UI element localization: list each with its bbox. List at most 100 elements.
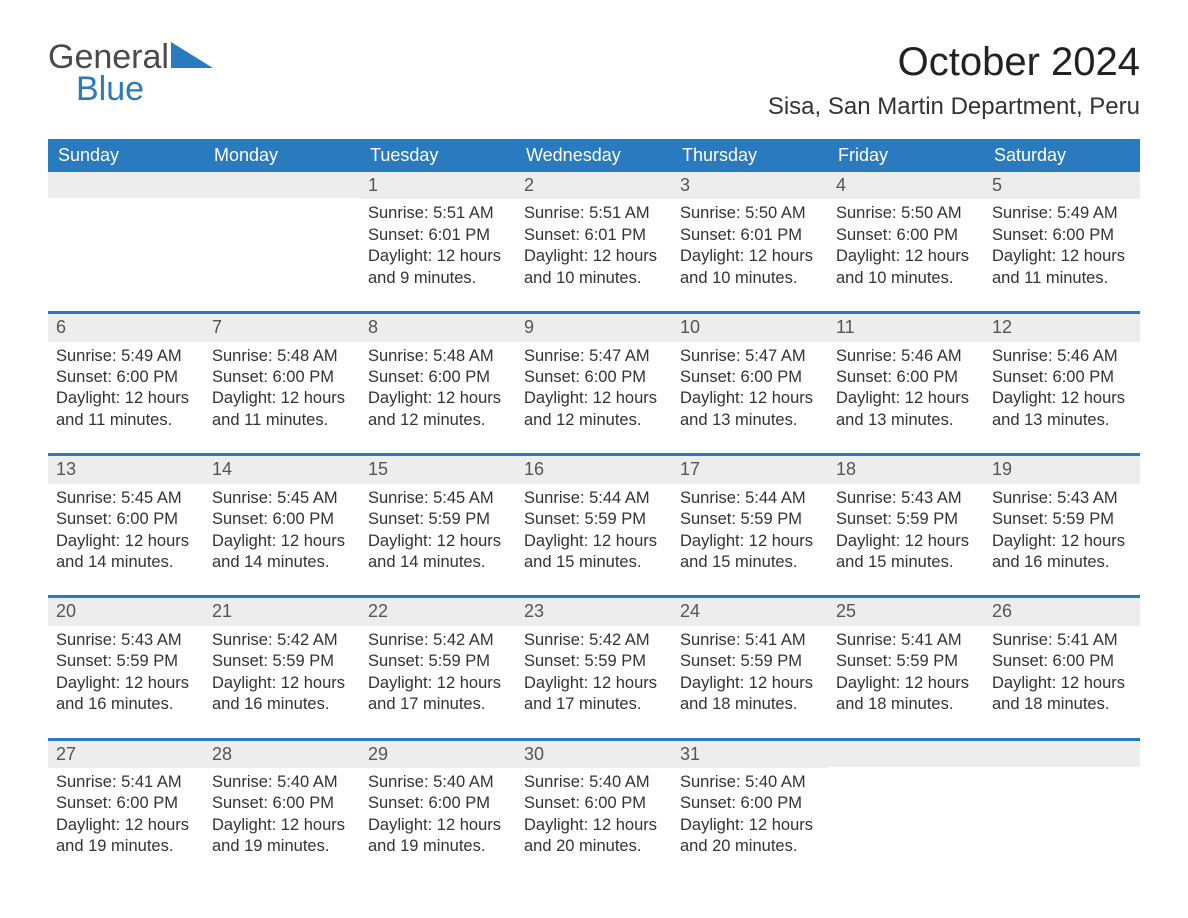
day-details: Sunrise: 5:49 AMSunset: 6:00 PMDaylight:… [984, 199, 1140, 297]
weekday-header: Friday [828, 139, 984, 172]
day-details: Sunrise: 5:47 AMSunset: 6:00 PMDaylight:… [516, 342, 672, 440]
logo-text-blue: Blue [76, 72, 213, 106]
daylight-text: Daylight: 12 hours and 19 minutes. [212, 815, 352, 858]
day-number: 9 [516, 314, 672, 341]
calendar-day-cell: 24Sunrise: 5:41 AMSunset: 5:59 PMDayligh… [672, 598, 828, 723]
day-number: 26 [984, 598, 1140, 625]
sunset-text: Sunset: 6:00 PM [524, 367, 664, 388]
sunrise-text: Sunrise: 5:40 AM [680, 772, 820, 793]
daylight-text: Daylight: 12 hours and 18 minutes. [992, 673, 1132, 716]
sunrise-text: Sunrise: 5:49 AM [56, 346, 196, 367]
day-details: Sunrise: 5:49 AMSunset: 6:00 PMDaylight:… [48, 342, 204, 440]
daylight-text: Daylight: 12 hours and 10 minutes. [836, 246, 976, 289]
sunrise-text: Sunrise: 5:45 AM [212, 488, 352, 509]
sunset-text: Sunset: 5:59 PM [368, 651, 508, 672]
calendar-day-cell: 28Sunrise: 5:40 AMSunset: 6:00 PMDayligh… [204, 741, 360, 866]
sunset-text: Sunset: 6:00 PM [992, 651, 1132, 672]
sunset-text: Sunset: 5:59 PM [836, 651, 976, 672]
weekday-header: Thursday [672, 139, 828, 172]
sunrise-text: Sunrise: 5:45 AM [368, 488, 508, 509]
daylight-text: Daylight: 12 hours and 14 minutes. [212, 531, 352, 574]
day-number: 24 [672, 598, 828, 625]
day-number: 22 [360, 598, 516, 625]
day-details: Sunrise: 5:44 AMSunset: 5:59 PMDaylight:… [516, 484, 672, 582]
calendar-day-cell: 11Sunrise: 5:46 AMSunset: 6:00 PMDayligh… [828, 314, 984, 439]
sunset-text: Sunset: 6:00 PM [992, 225, 1132, 246]
sunset-text: Sunset: 6:00 PM [212, 509, 352, 530]
calendar-day-cell: 26Sunrise: 5:41 AMSunset: 6:00 PMDayligh… [984, 598, 1140, 723]
daylight-text: Daylight: 12 hours and 19 minutes. [368, 815, 508, 858]
sunset-text: Sunset: 6:00 PM [368, 793, 508, 814]
day-number: 30 [516, 741, 672, 768]
calendar-day-cell: 7Sunrise: 5:48 AMSunset: 6:00 PMDaylight… [204, 314, 360, 439]
daylight-text: Daylight: 12 hours and 18 minutes. [680, 673, 820, 716]
day-details: Sunrise: 5:43 AMSunset: 5:59 PMDaylight:… [828, 484, 984, 582]
sunrise-text: Sunrise: 5:47 AM [680, 346, 820, 367]
location-subtitle: Sisa, San Martin Department, Peru [768, 93, 1140, 121]
sunrise-text: Sunrise: 5:48 AM [368, 346, 508, 367]
sunset-text: Sunset: 6:00 PM [56, 367, 196, 388]
sunset-text: Sunset: 6:00 PM [212, 367, 352, 388]
sunrise-text: Sunrise: 5:47 AM [524, 346, 664, 367]
sunset-text: Sunset: 5:59 PM [368, 509, 508, 530]
calendar-day-cell: 27Sunrise: 5:41 AMSunset: 6:00 PMDayligh… [48, 741, 204, 866]
calendar-day-cell [984, 741, 1140, 866]
weekday-header: Saturday [984, 139, 1140, 172]
daylight-text: Daylight: 12 hours and 17 minutes. [524, 673, 664, 716]
calendar-day-cell: 17Sunrise: 5:44 AMSunset: 5:59 PMDayligh… [672, 456, 828, 581]
day-details [984, 767, 1140, 857]
calendar-day-cell: 6Sunrise: 5:49 AMSunset: 6:00 PMDaylight… [48, 314, 204, 439]
calendar-week-row: 27Sunrise: 5:41 AMSunset: 6:00 PMDayligh… [48, 738, 1140, 866]
daylight-text: Daylight: 12 hours and 16 minutes. [992, 531, 1132, 574]
daylight-text: Daylight: 12 hours and 15 minutes. [680, 531, 820, 574]
day-details: Sunrise: 5:50 AMSunset: 6:01 PMDaylight:… [672, 199, 828, 297]
day-details: Sunrise: 5:41 AMSunset: 5:59 PMDaylight:… [672, 626, 828, 724]
day-number [984, 741, 1140, 767]
sunrise-text: Sunrise: 5:42 AM [524, 630, 664, 651]
daylight-text: Daylight: 12 hours and 13 minutes. [680, 388, 820, 431]
sunset-text: Sunset: 6:01 PM [680, 225, 820, 246]
day-number: 14 [204, 456, 360, 483]
day-number: 4 [828, 172, 984, 199]
day-details: Sunrise: 5:45 AMSunset: 6:00 PMDaylight:… [204, 484, 360, 582]
day-number: 6 [48, 314, 204, 341]
sunrise-text: Sunrise: 5:41 AM [680, 630, 820, 651]
sunset-text: Sunset: 6:00 PM [836, 225, 976, 246]
day-details: Sunrise: 5:43 AMSunset: 5:59 PMDaylight:… [984, 484, 1140, 582]
sunrise-text: Sunrise: 5:49 AM [992, 203, 1132, 224]
daylight-text: Daylight: 12 hours and 13 minutes. [992, 388, 1132, 431]
calendar-day-cell: 20Sunrise: 5:43 AMSunset: 5:59 PMDayligh… [48, 598, 204, 723]
day-details: Sunrise: 5:41 AMSunset: 6:00 PMDaylight:… [984, 626, 1140, 724]
calendar-day-cell: 9Sunrise: 5:47 AMSunset: 6:00 PMDaylight… [516, 314, 672, 439]
calendar-day-cell: 25Sunrise: 5:41 AMSunset: 5:59 PMDayligh… [828, 598, 984, 723]
sunrise-text: Sunrise: 5:40 AM [368, 772, 508, 793]
weekday-header: Wednesday [516, 139, 672, 172]
day-number: 7 [204, 314, 360, 341]
day-details: Sunrise: 5:46 AMSunset: 6:00 PMDaylight:… [828, 342, 984, 440]
calendar-day-cell: 10Sunrise: 5:47 AMSunset: 6:00 PMDayligh… [672, 314, 828, 439]
calendar: Sunday Monday Tuesday Wednesday Thursday… [48, 139, 1140, 866]
sunset-text: Sunset: 5:59 PM [992, 509, 1132, 530]
day-details: Sunrise: 5:40 AMSunset: 6:00 PMDaylight:… [672, 768, 828, 866]
day-number: 16 [516, 456, 672, 483]
calendar-day-cell: 18Sunrise: 5:43 AMSunset: 5:59 PMDayligh… [828, 456, 984, 581]
day-details: Sunrise: 5:45 AMSunset: 5:59 PMDaylight:… [360, 484, 516, 582]
sunset-text: Sunset: 6:00 PM [212, 793, 352, 814]
sunset-text: Sunset: 6:01 PM [368, 225, 508, 246]
day-details: Sunrise: 5:40 AMSunset: 6:00 PMDaylight:… [360, 768, 516, 866]
sunrise-text: Sunrise: 5:46 AM [836, 346, 976, 367]
month-title: October 2024 [768, 40, 1140, 85]
calendar-day-cell: 31Sunrise: 5:40 AMSunset: 6:00 PMDayligh… [672, 741, 828, 866]
day-details [48, 198, 204, 288]
calendar-day-cell: 5Sunrise: 5:49 AMSunset: 6:00 PMDaylight… [984, 172, 1140, 297]
day-details: Sunrise: 5:44 AMSunset: 5:59 PMDaylight:… [672, 484, 828, 582]
calendar-day-cell: 16Sunrise: 5:44 AMSunset: 5:59 PMDayligh… [516, 456, 672, 581]
sunrise-text: Sunrise: 5:46 AM [992, 346, 1132, 367]
sunrise-text: Sunrise: 5:50 AM [836, 203, 976, 224]
calendar-day-cell: 8Sunrise: 5:48 AMSunset: 6:00 PMDaylight… [360, 314, 516, 439]
day-number: 11 [828, 314, 984, 341]
sunrise-text: Sunrise: 5:44 AM [680, 488, 820, 509]
sunrise-text: Sunrise: 5:50 AM [680, 203, 820, 224]
day-number: 31 [672, 741, 828, 768]
sunrise-text: Sunrise: 5:41 AM [56, 772, 196, 793]
